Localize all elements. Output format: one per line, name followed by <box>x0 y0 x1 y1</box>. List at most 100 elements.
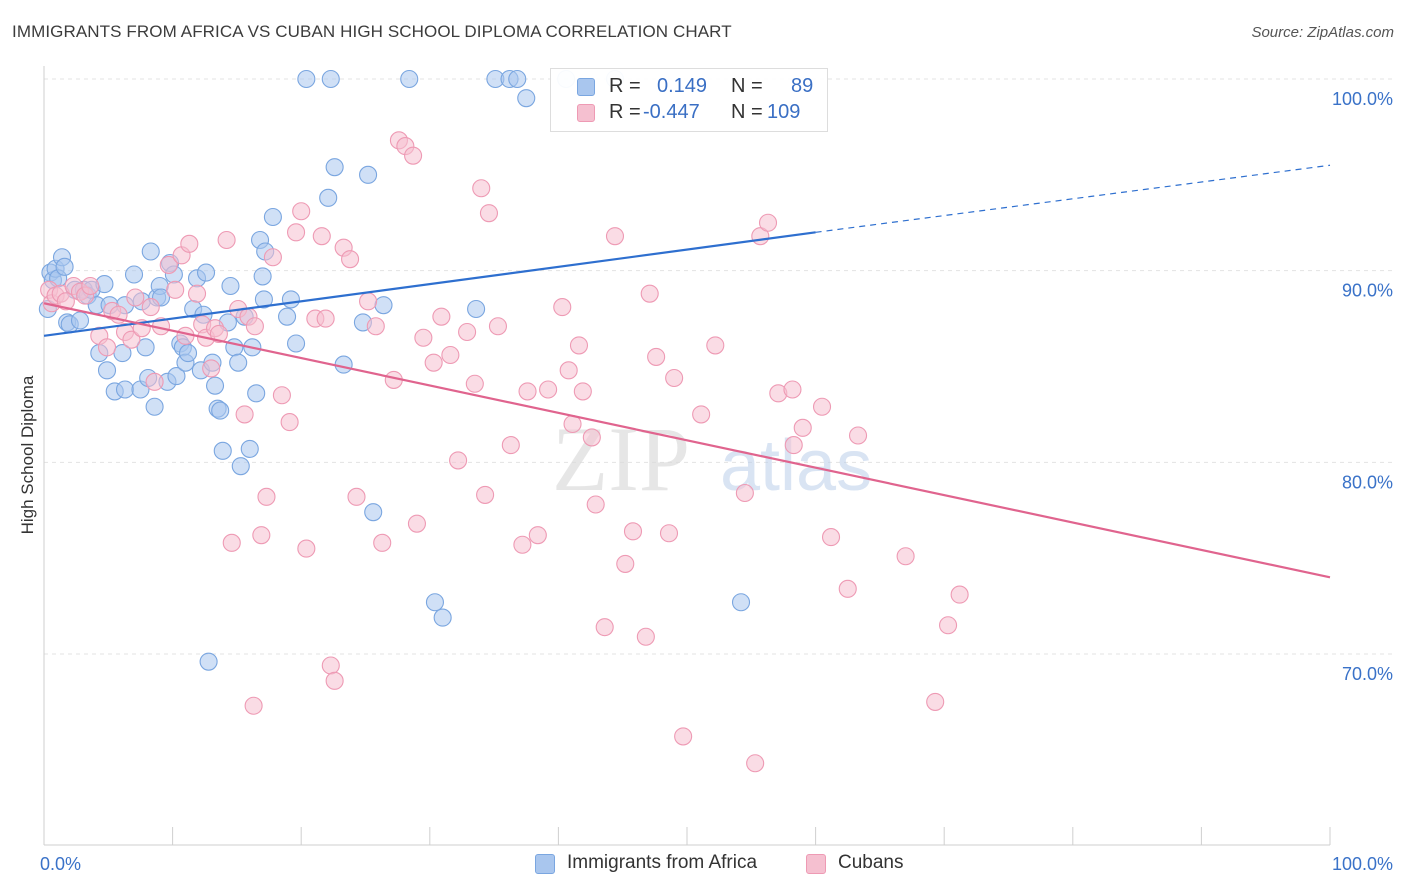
africa-point <box>359 165 378 184</box>
africa-point <box>199 652 218 671</box>
cubans-point <box>449 451 468 470</box>
africa-point <box>425 593 444 612</box>
cubans-point <box>706 336 725 355</box>
n-value: 109 <box>767 101 801 123</box>
data-points <box>38 69 969 773</box>
y-axis-label: High School Diploma <box>18 375 37 535</box>
y-tick-label: 90.0% <box>1342 281 1393 301</box>
cubans-point <box>647 347 666 366</box>
cubans-point <box>341 250 360 269</box>
africa-point <box>247 384 266 403</box>
africa-point <box>263 207 282 227</box>
africa-point <box>178 344 198 363</box>
chart-source: Source: ZipAtlas.com <box>1251 24 1394 41</box>
cubans-point <box>821 528 841 547</box>
cubans-point <box>640 284 659 303</box>
cubans-point <box>321 656 340 675</box>
cubans-point <box>458 322 477 342</box>
cubans-point <box>180 234 199 253</box>
cubans-point <box>528 526 547 545</box>
cubans-point <box>126 288 145 307</box>
africa-point <box>115 380 135 399</box>
cubans-point <box>926 692 945 711</box>
r-value: 0.149 <box>657 75 708 97</box>
cubans-point <box>222 533 241 552</box>
cubans-point <box>488 317 508 336</box>
cubans-point <box>297 539 316 558</box>
cubans-point <box>513 535 532 554</box>
cubans-point <box>373 533 392 552</box>
africa-point <box>319 188 338 207</box>
cubans-point <box>595 618 614 637</box>
y-tick-label: 70.0% <box>1342 664 1393 684</box>
cubans-point <box>939 616 958 635</box>
chart-legend: Immigrants from Africa Cubans <box>0 850 1406 880</box>
africa-point <box>278 307 297 326</box>
cubans-point <box>245 317 264 336</box>
africa-point <box>145 397 164 416</box>
cubans-point <box>950 585 969 604</box>
x-tick-label: 100.0% <box>1332 854 1393 874</box>
cubans-point <box>81 276 100 296</box>
africa-point <box>508 69 527 89</box>
africa-point <box>467 299 486 319</box>
cubans-point <box>235 405 254 424</box>
cubans-point <box>735 483 754 503</box>
legend-label: Cubans <box>838 852 904 873</box>
africa-point <box>225 338 244 357</box>
cubans-point <box>414 328 433 347</box>
africa-point <box>517 89 536 108</box>
africa-swatch <box>577 78 595 96</box>
cubans-point <box>280 413 299 432</box>
africa-point <box>213 441 232 460</box>
africa-point <box>253 267 272 286</box>
stats-legend: R = 0.149 N = 89 R = -0.447 N = 109 <box>550 68 828 132</box>
cubans-point <box>122 330 141 349</box>
africa-point <box>364 503 383 522</box>
cubans-point <box>582 428 601 447</box>
cubans-point <box>56 292 75 311</box>
africa-point <box>231 457 250 476</box>
cubans-point <box>187 284 207 303</box>
cubans-point <box>479 204 499 223</box>
africa-point <box>297 69 316 89</box>
africa-legend-swatch <box>535 854 555 874</box>
x-tick-label: 0.0% <box>40 854 81 874</box>
cubans-point <box>257 487 276 506</box>
cubans-point <box>518 382 537 401</box>
cubans-trend-line <box>43 302 1331 579</box>
grid-lines <box>44 78 1395 655</box>
cubans-point <box>441 345 460 365</box>
cubans-point <box>359 292 378 311</box>
cubans-point <box>292 202 311 221</box>
africa-point <box>287 334 306 353</box>
africa-point <box>240 439 259 458</box>
legend-label: Immigrants from Africa <box>567 852 758 873</box>
y-tick-label: 80.0% <box>1342 472 1393 492</box>
y-tick-label: 100.0% <box>1332 89 1393 109</box>
r-label: R = <box>609 101 641 123</box>
cubans-point <box>217 230 236 250</box>
cubans-point <box>287 223 306 242</box>
cubans-point <box>476 485 495 504</box>
africa-point <box>321 69 340 89</box>
cubans-point <box>674 727 693 746</box>
cubans-point <box>746 754 765 773</box>
cubans-point <box>432 307 451 326</box>
cubans-point <box>569 336 589 355</box>
cubans-point <box>263 248 282 267</box>
cubans-point <box>812 397 832 416</box>
cubans-point <box>784 436 803 455</box>
cubans-point <box>97 338 117 357</box>
stats-row-africa: R = 0.149 N = 89 <box>551 75 827 101</box>
cubans-point <box>424 353 443 372</box>
cubans-point <box>312 227 331 246</box>
cubans-point <box>176 326 195 345</box>
cubans-point <box>586 495 605 514</box>
cubans-point <box>559 361 578 380</box>
africa-point <box>433 608 452 627</box>
africa-point <box>136 338 155 357</box>
n-value: 89 <box>791 75 814 97</box>
cubans-point <box>616 554 635 573</box>
